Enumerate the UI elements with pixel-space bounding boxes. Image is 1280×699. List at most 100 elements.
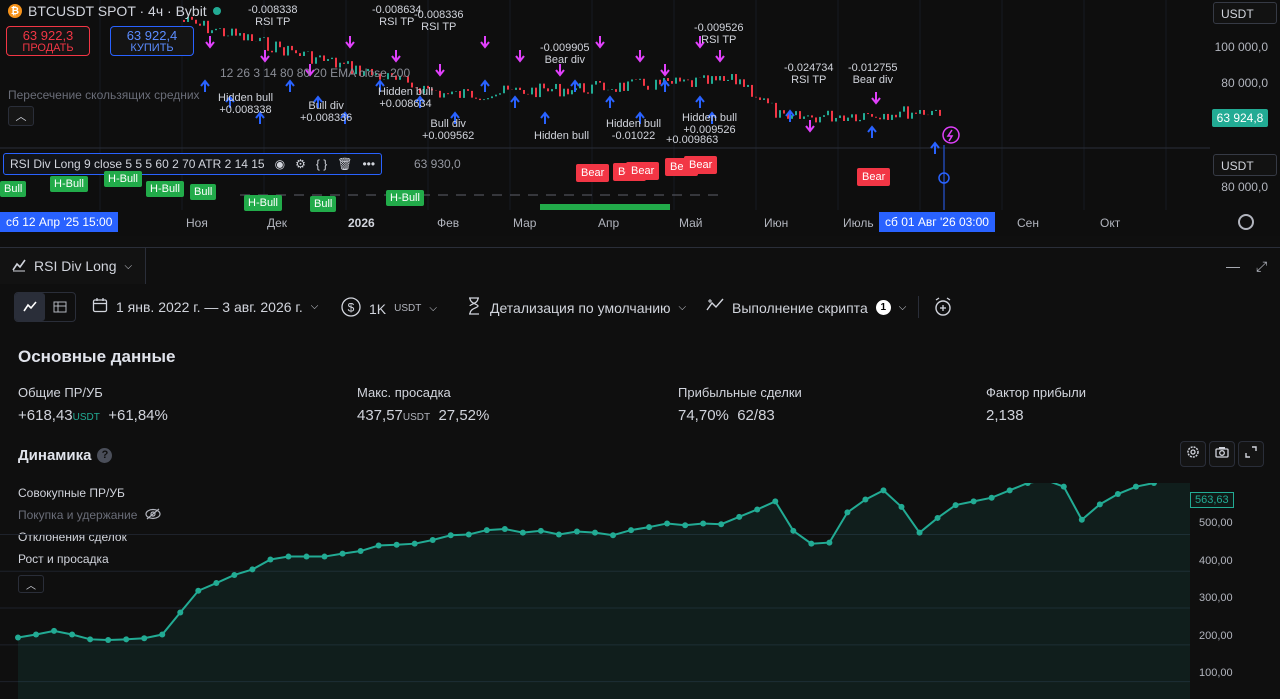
equity-point bbox=[682, 522, 689, 529]
symbol-title[interactable]: BTCUSDT SPOT · 4ч · Bybit bbox=[28, 3, 207, 19]
minimize-panel-icon[interactable]: — bbox=[1226, 258, 1240, 274]
signal-label: -0.008338 RSI TP bbox=[248, 4, 298, 28]
sell-price: 63 922,3 bbox=[22, 28, 74, 43]
time-label: Сен bbox=[1017, 216, 1039, 230]
table-view-icon[interactable] bbox=[45, 293, 75, 321]
take-profit-arrow bbox=[635, 50, 645, 63]
price-chart[interactable]: ₿ BTCUSDT SPOT · 4ч · Bybit 63 922,3 ПРО… bbox=[0, 0, 1280, 236]
equity-point bbox=[339, 550, 346, 557]
equity-point bbox=[862, 496, 869, 503]
equity-point bbox=[51, 627, 58, 634]
equity-chart[interactable] bbox=[0, 483, 1190, 699]
date-range-label: 1 янв. 2022 г. — 3 авг. 2026 г. bbox=[116, 298, 303, 315]
bull-arrow bbox=[707, 111, 717, 124]
time-label: Апр bbox=[598, 216, 620, 230]
time-range-end: сб 01 Авг '26 03:00 bbox=[879, 212, 995, 232]
bull-arrow bbox=[200, 79, 210, 92]
time-label: Июль bbox=[843, 216, 874, 230]
buy-button[interactable]: 63 922,4 КУПИТЬ bbox=[110, 26, 194, 56]
delete-icon[interactable]: 🗑 bbox=[337, 157, 353, 171]
legend-runup-drawdown[interactable]: Рост и просадка bbox=[18, 552, 109, 566]
alarm-add-button[interactable] bbox=[933, 297, 953, 320]
help-icon[interactable]: ? bbox=[97, 448, 113, 463]
date-range-selector[interactable]: 1 янв. 2022 г. — 3 авг. 2026 г. ⌵ bbox=[92, 297, 318, 316]
svg-text:$: $ bbox=[348, 301, 355, 315]
more-icon[interactable]: ••• bbox=[362, 157, 376, 171]
legend-collapse-button[interactable]: ︿ bbox=[18, 575, 44, 593]
equity-y-tick: 300,00 bbox=[1199, 592, 1233, 604]
price-chart-canvas[interactable] bbox=[0, 0, 1210, 236]
strategy-tester-panel: RSI Div Long ⌵ — ⤢ 1 янв. 2022 г. — 3 ав… bbox=[0, 247, 1280, 699]
signal-label: Bull div +0.008336 bbox=[300, 100, 353, 124]
indicator-legend[interactable]: RSI Div Long 9 close 5 5 5 60 2 70 ATR 2… bbox=[3, 153, 383, 175]
screenshot-button[interactable] bbox=[1209, 441, 1235, 467]
bear-tag: Bear bbox=[626, 162, 660, 180]
detail-selector[interactable]: Детализация по умолчанию ⌵ bbox=[466, 297, 686, 318]
axis-settings-icon[interactable] bbox=[1238, 214, 1254, 230]
equity-point bbox=[267, 556, 274, 563]
script-execution-label: Выполнение скрипта bbox=[732, 299, 868, 316]
take-profit-arrow bbox=[305, 64, 315, 77]
capital-selector[interactable]: $ 1K USDT ⌵ bbox=[341, 297, 437, 320]
currency-select-top[interactable]: USDT bbox=[1213, 2, 1277, 24]
chevron-down-icon[interactable]: ⌵ bbox=[124, 260, 133, 272]
bull-arrow bbox=[867, 125, 877, 138]
equity-point bbox=[33, 631, 40, 638]
settings-icon[interactable]: ⚙ bbox=[295, 157, 306, 171]
time-label: Ноя bbox=[186, 216, 208, 230]
eye-icon[interactable]: ◉ bbox=[274, 157, 286, 171]
equity-point bbox=[483, 527, 490, 534]
bear-tag: Bear bbox=[576, 164, 610, 182]
equity-point bbox=[285, 553, 292, 560]
equity-point bbox=[87, 636, 94, 643]
equity-point bbox=[988, 494, 995, 501]
indicator-title[interactable]: RSI Div Long 9 close 5 5 5 60 2 70 ATR 2… bbox=[10, 157, 265, 171]
equity-point bbox=[916, 529, 923, 536]
equity-point bbox=[1024, 483, 1031, 486]
strategy-chart-icon bbox=[12, 258, 26, 275]
chevron-down-icon: ⌵ bbox=[429, 303, 437, 314]
equity-point bbox=[141, 635, 148, 642]
bitcoin-icon: ₿ bbox=[8, 4, 22, 18]
currency-select-indicator[interactable]: USDT bbox=[1213, 154, 1277, 176]
equity-y-tick: 500,00 bbox=[1199, 517, 1233, 529]
signal-label: -0.008634 RSI TP bbox=[372, 4, 422, 28]
time-label: Окт bbox=[1100, 216, 1121, 230]
alarm-clock-icon bbox=[933, 297, 953, 320]
bull-arrow bbox=[635, 111, 645, 124]
legend-trade-deviation[interactable]: Отклонения сделок bbox=[18, 530, 127, 544]
view-toggle[interactable] bbox=[14, 292, 76, 322]
section-title: Основные данные bbox=[18, 347, 176, 366]
equity-point bbox=[69, 631, 76, 638]
indicator-bar bbox=[540, 204, 670, 210]
collapse-legend-button[interactable]: ︿ bbox=[8, 106, 34, 126]
bull-tag: H-Bull bbox=[146, 181, 184, 197]
source-code-icon[interactable]: { } bbox=[315, 157, 328, 171]
signal-label: -0.009905 Bear div bbox=[540, 42, 590, 66]
equity-point bbox=[357, 548, 364, 555]
bear-tag: Bear bbox=[857, 168, 891, 186]
chart-view-icon[interactable] bbox=[15, 293, 45, 321]
equity-point bbox=[591, 529, 598, 536]
chart-settings-button[interactable] bbox=[1180, 441, 1206, 467]
equity-point bbox=[159, 631, 166, 638]
sell-button[interactable]: 63 922,3 ПРОДАТЬ bbox=[6, 26, 90, 56]
tab-strategy[interactable]: RSI Div Long ⌵ bbox=[0, 248, 146, 284]
crosshair-marker bbox=[938, 172, 950, 184]
maximize-panel-icon[interactable]: ⤢ bbox=[1256, 258, 1268, 274]
legend-cumulative-pnl[interactable]: Совокупные ПР/УБ bbox=[18, 486, 125, 500]
equity-point bbox=[1096, 501, 1103, 508]
legend-buy-hold[interactable]: Покупка и удержание bbox=[18, 508, 162, 523]
script-execution-selector[interactable]: Выполнение скрипта 1 ⌵ bbox=[706, 297, 906, 318]
equity-point bbox=[1114, 491, 1121, 498]
camera-icon bbox=[1215, 445, 1229, 463]
time-axis[interactable]: сб 12 Апр '25 15:00 Ноя Дек 2026 Фев Мар… bbox=[0, 210, 1280, 234]
bull-arrow bbox=[695, 95, 705, 108]
eye-off-icon[interactable] bbox=[145, 508, 162, 523]
bull-arrow bbox=[450, 111, 460, 124]
fullscreen-button[interactable] bbox=[1238, 441, 1264, 467]
bull-arrow bbox=[570, 79, 580, 92]
equity-point bbox=[880, 487, 887, 494]
chevron-down-icon: ⌵ bbox=[898, 302, 907, 313]
take-profit-arrow bbox=[435, 64, 445, 77]
